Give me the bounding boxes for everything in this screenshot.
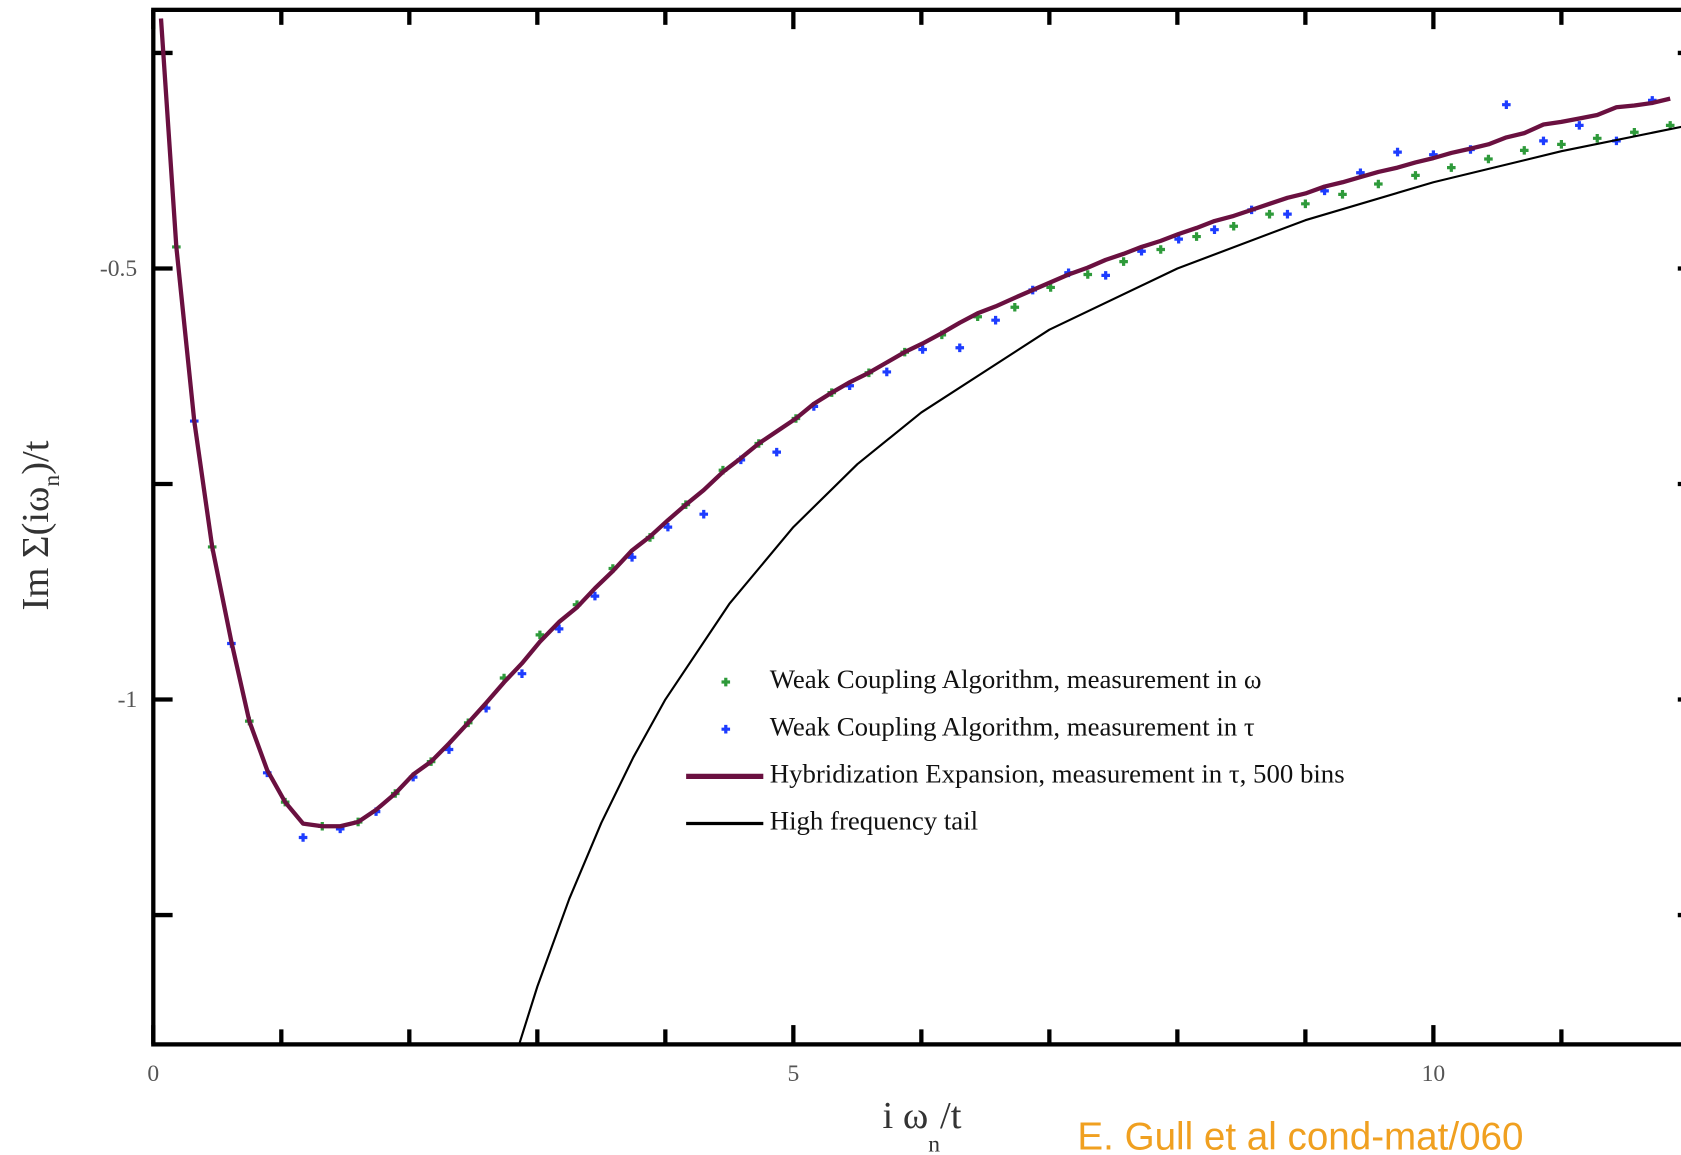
plus-marker — [1575, 121, 1584, 130]
y-label-sub: n — [39, 475, 65, 487]
x-tick-label: 10 — [1422, 1061, 1446, 1087]
plus-marker — [298, 833, 308, 842]
x-label-main: i ω — [882, 1095, 928, 1137]
plot-area — [158, 18, 1681, 1044]
y-label-end: )/t — [15, 440, 57, 475]
plus-marker — [1192, 232, 1201, 241]
plus-marker — [1283, 209, 1292, 219]
plus-marker — [627, 552, 637, 562]
plus-marker — [1083, 270, 1093, 279]
plus-marker — [772, 447, 781, 457]
plus-marker — [1210, 225, 1219, 234]
plus-marker — [1374, 179, 1383, 189]
plus-marker — [1411, 171, 1420, 180]
plus-marker — [1101, 271, 1110, 280]
x-tick-label: 5 — [787, 1061, 799, 1087]
x-tick-label: 0 — [147, 1061, 159, 1087]
plus-marker — [535, 630, 545, 640]
legend-marker — [721, 724, 731, 734]
x-label-sub: n — [928, 1132, 940, 1155]
plus-marker — [1010, 302, 1020, 312]
plus-marker — [1393, 147, 1402, 157]
plus-marker — [1338, 190, 1347, 199]
plus-marker — [1119, 257, 1128, 266]
plus-marker — [590, 591, 600, 601]
plus-marker — [1301, 199, 1310, 209]
legend-label: High frequency tail — [770, 806, 978, 836]
plus-marker — [1484, 154, 1493, 164]
plus-marker — [1447, 163, 1456, 172]
plus-marker — [517, 669, 527, 678]
plus-marker — [1502, 100, 1511, 109]
legend-marker — [721, 677, 731, 687]
plus-marker — [1592, 134, 1602, 143]
series-line — [158, 18, 1671, 829]
plus-marker — [444, 745, 454, 754]
y-axis-label: Im Σ(iωn)/t — [15, 440, 65, 610]
x-label-end: /t — [940, 1095, 962, 1137]
plus-marker — [699, 509, 709, 519]
plus-marker — [1557, 140, 1566, 149]
plus-marker — [1156, 245, 1166, 254]
legend-label: Weak Coupling Algorithm, measurement in … — [770, 664, 1262, 694]
legend-label: Weak Coupling Algorithm, measurement in … — [770, 711, 1255, 741]
plus-marker — [1519, 146, 1529, 155]
plus-marker — [918, 345, 927, 354]
x-axis-label: i ωn/t — [882, 1095, 961, 1155]
y-tick-label: -1 — [118, 687, 138, 713]
plus-marker — [991, 315, 1000, 325]
plus-marker — [1229, 221, 1238, 231]
tail-line — [518, 125, 1681, 1044]
plus-marker — [1630, 127, 1639, 137]
plus-marker — [663, 522, 673, 532]
y-label-main: Im Σ(iω — [15, 487, 57, 611]
y-tick-label: -0.5 — [100, 256, 137, 282]
plus-marker — [882, 367, 892, 377]
plus-marker — [1174, 234, 1183, 244]
plot-frame — [151, 7, 1681, 1047]
plus-marker — [1265, 209, 1274, 219]
plus-marker — [1539, 136, 1548, 146]
plus-marker — [955, 343, 965, 353]
plus-marker — [554, 624, 564, 634]
legend-label: Hybridization Expansion, measurement in … — [770, 759, 1345, 789]
citation: E. Gull et al cond-mat/060 — [1077, 1115, 1523, 1155]
